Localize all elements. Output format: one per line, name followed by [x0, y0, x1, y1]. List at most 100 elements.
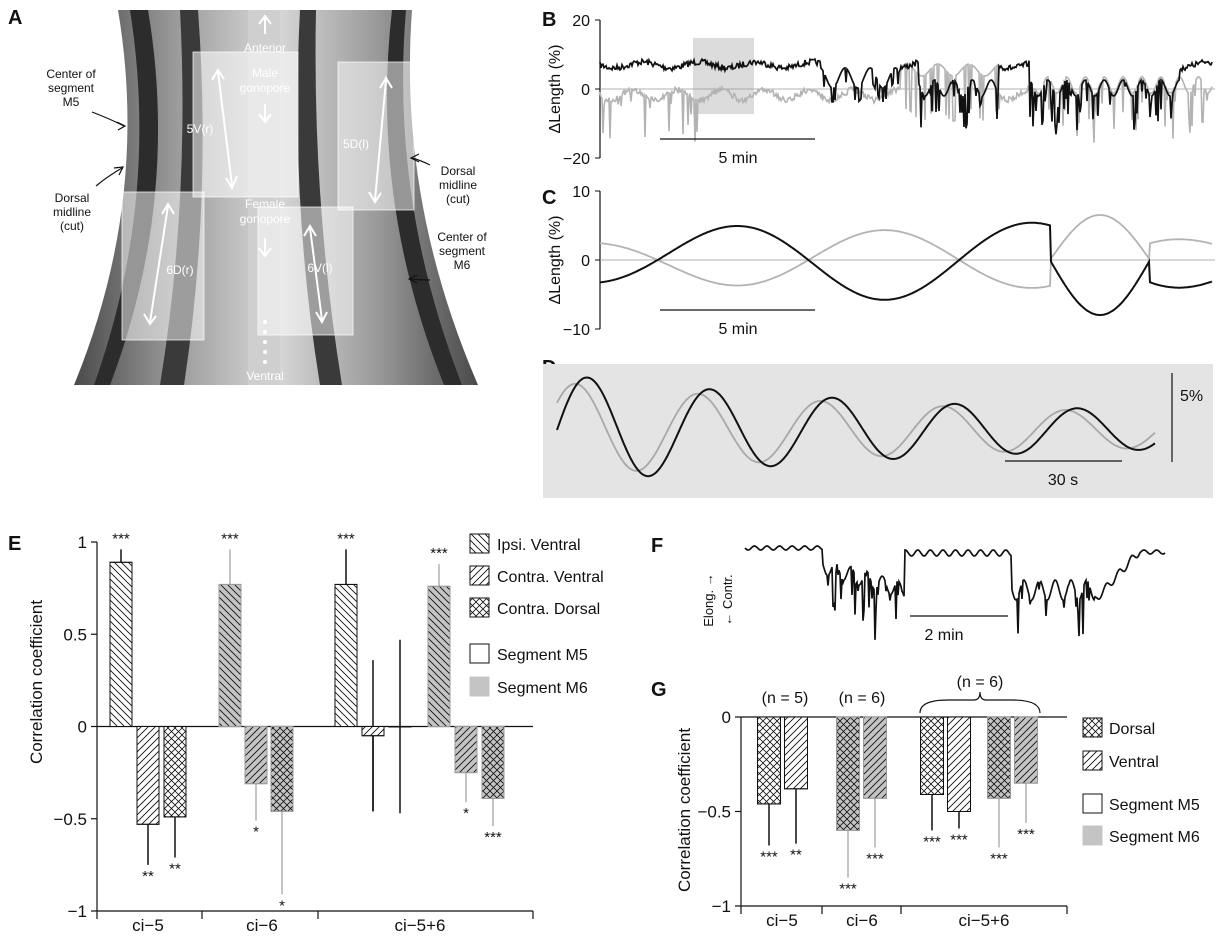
b-trace-black	[599, 57, 1213, 135]
label-5vr: 5V(r)	[187, 122, 214, 136]
legend-ipsi-ventral-swatch	[469, 533, 490, 554]
bar	[361, 726, 385, 737]
c-ytick-0: 0	[581, 253, 590, 270]
g-n-ci5: (n = 5)	[762, 690, 809, 707]
photo-callouts: Center of segment M5 Dorsal midline (cut…	[46, 67, 487, 272]
callout-dl-3: (cut)	[60, 219, 84, 233]
significance-label: ***	[484, 829, 502, 846]
legend-contra-dorsal: Contra. Dorsal	[497, 601, 600, 618]
b-ytick-0: 0	[581, 82, 590, 99]
f-scalebar-label: 2 min	[924, 627, 963, 644]
g-legend-dorsal: Dorsal	[1109, 721, 1155, 738]
x-group-label: ci−5	[766, 911, 798, 930]
y-tick-label: −1	[68, 902, 87, 921]
label-6dr: 6D(r)	[166, 263, 193, 277]
bar	[244, 726, 268, 785]
significance-label: **	[790, 847, 802, 864]
callout-dl-1: Dorsal	[55, 191, 90, 205]
f-ylabel-2: ← Contr.	[720, 574, 735, 625]
significance-label: ***	[950, 832, 968, 849]
b-ytick-20: 20	[572, 13, 590, 30]
panel-label-c: C	[542, 187, 556, 209]
g-ylabel: Correlation coefficient	[675, 728, 694, 892]
significance-label: ***	[839, 881, 857, 898]
callout-arrows	[91, 111, 431, 284]
bar	[334, 583, 358, 727]
g-legend-dorsal-swatch	[1082, 717, 1103, 738]
bar	[270, 726, 294, 812]
label-male-2: gonopore	[240, 81, 291, 95]
label-ventral-1: Ventral	[246, 369, 283, 383]
panel-b: B 20 0 −20 ΔLength (%) 5 min	[542, 9, 1215, 168]
c-trace-black	[599, 221, 1213, 316]
g-legend-ventral: Ventral	[1109, 754, 1159, 771]
legend-m5: Segment M5	[497, 647, 588, 664]
bar	[757, 716, 781, 805]
bar	[987, 716, 1011, 799]
significance-label: ***	[760, 849, 778, 866]
panel-e: E 10.50−0.5−1ci−5 ci−6 ci−5+6***** ********…	[8, 530, 604, 935]
callout-m6-3: M6	[454, 258, 471, 272]
significance-label: ***	[221, 530, 239, 547]
c-scalebar-label: 5 min	[718, 321, 757, 338]
c-trace-gray	[599, 214, 1213, 289]
e-ylabel: Correlation coefficient	[27, 600, 46, 764]
g-brace	[919, 691, 1041, 714]
region-6dr	[121, 191, 205, 341]
bar	[109, 561, 133, 727]
x-group-label: ci−5+6	[394, 916, 445, 935]
b-scalebar-label: 5 min	[718, 150, 757, 167]
chart-g: 0−0.5−1ci−5 ci−6 ci−5+6*** *********** *****…	[697, 708, 1068, 930]
b-ytick-m20: −20	[563, 151, 590, 168]
bar	[947, 716, 971, 812]
y-tick-label: −1	[712, 897, 731, 916]
f-trace	[744, 545, 1166, 640]
significance-label: ***	[990, 850, 1008, 867]
c-ytick-10: 10	[572, 184, 590, 201]
bar	[1014, 716, 1038, 784]
significance-label: ***	[866, 850, 884, 867]
y-tick-label: 0.5	[63, 625, 87, 644]
legend-contra-ventral-swatch	[469, 565, 490, 586]
callout-m6-2: segment	[439, 244, 486, 258]
label-anterior: Anterior	[244, 41, 286, 55]
bar	[163, 726, 187, 818]
significance-label: ***	[337, 530, 355, 547]
x-group-label: ci−5+6	[958, 911, 1009, 930]
x-group-label: ci−5	[132, 916, 164, 935]
significance-label: ***	[923, 833, 941, 850]
callout-m5-2: segment	[48, 81, 95, 95]
x-group-label: ci−6	[246, 916, 278, 935]
panel-c: C 10 0 −10 ΔLength (%) 5 min	[542, 184, 1215, 339]
bar	[136, 726, 160, 825]
significance-label: ***	[112, 530, 130, 547]
d-scalebar-x-label: 30 s	[1048, 472, 1078, 489]
d-scalebar-y-label: 5%	[1180, 388, 1203, 405]
legend-m6: Segment M6	[497, 680, 588, 697]
significance-label: ***	[1017, 826, 1035, 843]
b-trace-gray	[599, 63, 1213, 143]
callout-m6-1: Center of	[437, 230, 487, 244]
bar	[863, 716, 887, 799]
muscle-arrows	[143, 14, 393, 326]
significance-label: *	[253, 824, 259, 841]
d-trace-black	[556, 376, 1156, 478]
significance-label: **	[169, 860, 181, 877]
label-female-1: Female	[245, 197, 285, 211]
bar	[388, 726, 412, 728]
g-legend-m5-swatch	[1082, 793, 1103, 814]
bar	[454, 726, 478, 774]
panel-label-a: A	[8, 7, 22, 29]
y-tick-label: 0	[722, 708, 731, 727]
bar	[427, 585, 451, 728]
callout-dr-1: Dorsal	[441, 164, 476, 178]
significance-label: *	[463, 805, 469, 822]
b-ylabel: ΔLength (%)	[547, 45, 564, 134]
g-legend-m5: Segment M5	[1109, 797, 1200, 814]
callout-m5-3: M5	[63, 95, 80, 109]
legend-m5-swatch	[469, 643, 490, 664]
midline-dots	[263, 320, 267, 364]
label-6vl: 6V(l)	[307, 261, 332, 275]
region-5vr	[192, 51, 299, 198]
bar	[218, 583, 242, 727]
